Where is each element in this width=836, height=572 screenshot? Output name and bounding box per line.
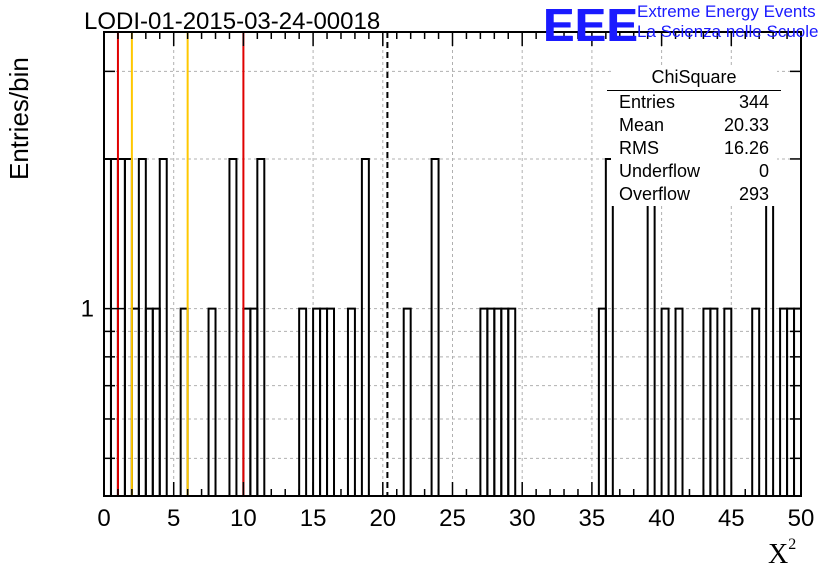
- histogram-bin: [179, 307, 189, 496]
- histogram-bin: [793, 307, 802, 496]
- histogram-bin: [779, 307, 789, 496]
- stats-row-mean: Mean 20.33: [611, 114, 777, 137]
- histogram-bin: [723, 307, 733, 496]
- stats-row-underflow: Underflow 0: [611, 160, 777, 183]
- histogram-bin: [646, 157, 656, 496]
- histogram-bin: [298, 307, 308, 496]
- stats-value: 20.33: [723, 115, 769, 135]
- logo-line-2: La Scienza nelle Scuole: [637, 22, 819, 41]
- histogram-bin: [109, 157, 119, 496]
- histogram-bin: [702, 307, 712, 496]
- eee-logo: EEE: [543, 0, 639, 51]
- x-tick-label: 50: [788, 505, 815, 532]
- stats-row-rms: RMS 16.26: [611, 137, 777, 160]
- histogram-bin: [256, 157, 266, 496]
- histogram-bin: [674, 307, 684, 496]
- histogram-bin: [486, 307, 496, 496]
- histogram-bin: [660, 307, 670, 496]
- marker-lines: [116, 32, 389, 496]
- x-tick-label: 5: [167, 505, 180, 532]
- histogram-bin: [765, 157, 775, 496]
- axis-ticks: [103, 32, 802, 496]
- histogram-bin: [228, 157, 238, 496]
- histogram-bin: [103, 157, 112, 496]
- x-tick-label: 0: [97, 505, 110, 532]
- histogram-bin: [151, 307, 161, 496]
- stats-value: 0: [758, 161, 769, 181]
- histogram-bin: [709, 307, 719, 496]
- logo-caption: Extreme Energy Events La Scienza nelle S…: [637, 2, 818, 42]
- x-tick-label: 40: [648, 505, 675, 532]
- chart-title: LODI-01-2015-03-24-00018: [84, 8, 381, 35]
- histogram-bin: [479, 307, 489, 496]
- histogram-bin: [137, 157, 147, 496]
- logo-line-1: Extreme Energy Events: [637, 2, 816, 21]
- y-axis-label: Entries/bin: [4, 57, 34, 180]
- stats-box-title: ChiSquare: [607, 66, 781, 91]
- stats-row-overflow: Overflow 293: [611, 183, 777, 206]
- histogram-bin: [207, 307, 217, 496]
- stats-value: 16.26: [723, 138, 769, 158]
- stats-label: Overflow: [619, 184, 691, 204]
- histogram-bin: [500, 307, 510, 496]
- stats-label: Underflow: [619, 161, 701, 181]
- histogram-bin: [326, 307, 336, 496]
- axis-tick-labels: 0 5 10 15 20 25 30 35 40 45 50 1: [81, 296, 815, 532]
- histogram-bin: [319, 307, 329, 496]
- histogram-bin: [751, 307, 761, 496]
- x-tick-label: 35: [579, 505, 606, 532]
- stats-label: Mean: [619, 115, 665, 135]
- histogram-bin: [158, 157, 168, 496]
- stats-label: RMS: [619, 138, 659, 158]
- histogram-bin: [360, 157, 370, 496]
- stats-value: 344: [738, 92, 769, 112]
- histogram-bin: [346, 307, 356, 496]
- stats-value: 293: [738, 184, 769, 204]
- histogram-bin: [249, 307, 259, 496]
- histogram-bin: [312, 307, 322, 496]
- y-tick-label: 1: [81, 296, 94, 323]
- x-tick-label: 10: [230, 505, 257, 532]
- histogram-bin: [130, 307, 140, 496]
- histogram-bin: [144, 307, 154, 496]
- x-tick-label: 25: [439, 505, 466, 532]
- histogram-bin: [604, 157, 614, 496]
- histogram-bin: [507, 307, 517, 496]
- histogram-bin: [116, 157, 126, 496]
- histogram-bin: [402, 307, 412, 496]
- stats-row-entries: Entries 344: [611, 91, 777, 114]
- x-axis-label: X2: [768, 536, 796, 571]
- x-tick-label: 45: [718, 505, 745, 532]
- histogram-bin: [597, 307, 607, 496]
- x-tick-label: 30: [509, 505, 536, 532]
- stats-label: Entries: [619, 92, 676, 112]
- x-tick-label: 20: [369, 505, 396, 532]
- histogram-bin: [493, 307, 503, 496]
- histogram-bin: [430, 157, 440, 496]
- x-axis-label-exponent: 2: [788, 536, 797, 553]
- histogram-bin: [242, 307, 252, 496]
- x-tick-label: 15: [300, 505, 327, 532]
- stats-box: ChiSquare Entries 344 Mean 20.33 RMS 16.…: [607, 66, 781, 206]
- x-axis-label-base: X: [768, 539, 789, 570]
- histogram-bin: [786, 307, 796, 496]
- histogram-bin: [123, 157, 133, 496]
